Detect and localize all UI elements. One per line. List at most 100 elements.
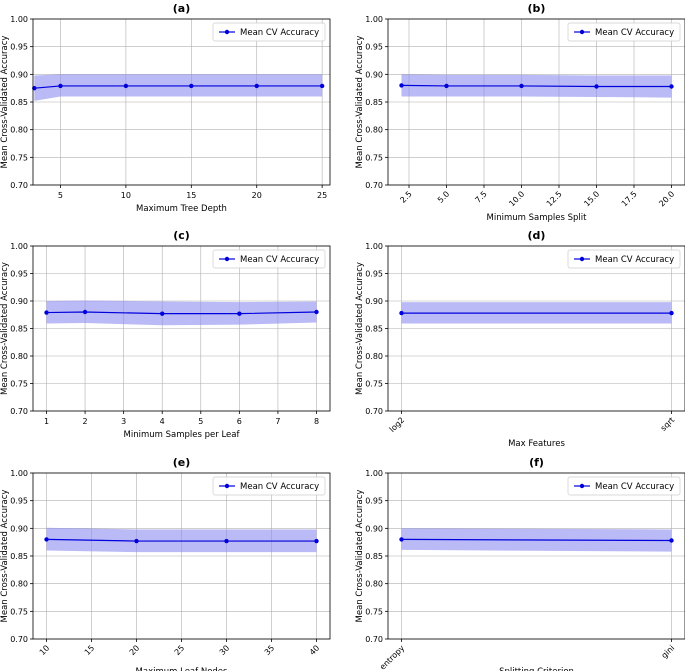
x-tick-label: 8	[314, 417, 319, 426]
y-tick-label: 0.95	[365, 497, 383, 506]
panel-title: (b)	[528, 2, 546, 15]
y-axis-label: Mean Cross-Validated Accuracy	[355, 262, 365, 395]
data-point	[669, 310, 674, 316]
data-point	[237, 311, 242, 316]
x-tick-label: 5.0	[436, 189, 451, 204]
data-point	[669, 84, 674, 89]
y-tick-label: 0.70	[365, 635, 383, 644]
x-axis-label: Minimum Samples per Leaf	[124, 430, 241, 440]
legend-label: Mean CV Accuracy	[595, 28, 674, 38]
y-tick-label: 0.75	[10, 153, 28, 162]
axes-frame	[387, 245, 685, 412]
y-tick-label: 0.80	[365, 126, 383, 135]
axes-frame	[32, 245, 331, 412]
axes-frame	[32, 18, 331, 186]
x-axis-label: Maximum Leaf Nodes	[136, 667, 228, 671]
x-tick-label: 25	[173, 643, 187, 657]
x-tick-label: 5	[198, 417, 203, 426]
y-tick-label: 0.90	[10, 524, 28, 533]
y-axis-label: Mean Cross-Validated Accuracy	[0, 36, 10, 169]
y-tick-label: 0.90	[10, 70, 28, 79]
y-tick-label: 0.85	[365, 325, 383, 334]
y-tick-label: 0.80	[10, 352, 28, 361]
data-point	[82, 309, 88, 315]
panel-title: (e)	[173, 456, 191, 469]
x-tick-label: 35	[263, 643, 277, 657]
x-tick-label: 10	[38, 643, 52, 657]
legend-label: Mean CV Accuracy	[240, 255, 319, 265]
y-tick-label: 1.00	[365, 242, 383, 251]
x-tick-label: 7	[275, 417, 280, 426]
data-point	[594, 84, 599, 89]
std-band	[46, 300, 317, 326]
legend-label: Mean CV Accuracy	[240, 28, 319, 38]
data-point	[399, 310, 404, 316]
series-line	[34, 85, 323, 89]
panel-title: (f)	[529, 456, 544, 469]
legend	[567, 249, 681, 269]
data-point	[669, 538, 674, 543]
legend-marker	[224, 256, 230, 262]
data-point	[314, 309, 319, 315]
std-band	[46, 527, 317, 553]
y-tick-label: 0.90	[10, 297, 28, 306]
legend-marker	[224, 483, 230, 489]
y-tick-label: 0.75	[365, 153, 383, 162]
std-band	[34, 74, 323, 101]
x-tick-label: 6	[237, 417, 242, 426]
data-point	[444, 83, 449, 89]
x-tick-label: 30	[218, 643, 232, 657]
panel-e: (e) 0.70 0.75 0.80 0.85 0.90 0.95 1.00 10 15 20 25 3…	[0, 456, 331, 671]
panel-a: (a) 0.70 0.75 0.80 0.85 0.90 0.95 1.00 5 10 15 20 25…	[0, 2, 331, 214]
x-axis-label: Maximum Tree Depth	[136, 204, 227, 214]
y-tick-label: 0.90	[365, 297, 383, 306]
data-point	[44, 537, 49, 542]
data-point	[224, 538, 229, 544]
x-tick-label: 10	[121, 191, 131, 200]
x-tick-label: 20	[252, 191, 262, 200]
y-tick-label: 0.95	[365, 270, 383, 279]
y-tick-label: 1.00	[10, 469, 28, 478]
y-tick-label: 0.90	[365, 70, 383, 79]
x-tick-label: gini	[660, 643, 677, 660]
y-tick-label: 1.00	[10, 242, 28, 251]
data-point	[399, 537, 404, 542]
legend-marker	[579, 256, 585, 262]
x-tick-label: log2	[388, 415, 407, 434]
x-tick-label: 20.0	[657, 189, 676, 208]
y-axis-label: Mean Cross-Validated Accuracy	[0, 490, 10, 623]
y-tick-label: 0.85	[10, 98, 28, 107]
panel-title: (d)	[528, 229, 546, 242]
legend	[567, 22, 681, 42]
y-tick-label: 0.75	[10, 380, 28, 389]
series-line	[401, 538, 672, 542]
y-tick-label: 0.95	[365, 43, 383, 52]
panel-title: (a)	[173, 2, 190, 15]
x-tick-label: sqrt	[659, 415, 676, 432]
data-point	[44, 310, 49, 315]
data-point	[319, 83, 325, 89]
axes-frame	[387, 472, 685, 640]
y-axis-label: Mean Cross-Validated Accuracy	[0, 262, 10, 395]
x-tick-label: 17.5	[620, 189, 639, 208]
legend	[212, 476, 326, 496]
x-tick-label: 1	[44, 417, 49, 426]
series-line	[46, 538, 317, 542]
x-tick-label: 10.0	[507, 189, 526, 208]
y-tick-label: 0.85	[365, 552, 383, 561]
panel-d: (d) 0.70 0.75 0.80 0.85 0.90 0.95 1.00 log2 sqrt M…	[355, 229, 685, 449]
panel-f: (f) 0.70 0.75 0.80 0.85 0.90 0.95 1.00 entropy gi…	[355, 456, 685, 671]
x-tick-label: 25	[317, 191, 327, 200]
y-tick-label: 0.80	[365, 352, 383, 361]
y-tick-label: 0.75	[10, 607, 28, 616]
y-axis-label: Mean Cross-Validated Accuracy	[355, 490, 365, 623]
legend-marker	[579, 29, 585, 35]
y-tick-label: 1.00	[10, 15, 28, 24]
y-tick-label: 0.75	[365, 380, 383, 389]
y-tick-label: 0.85	[365, 98, 383, 107]
x-tick-label: 15	[186, 191, 196, 200]
y-tick-label: 0.95	[10, 270, 28, 279]
x-tick-label: 5	[58, 191, 63, 200]
data-point	[58, 83, 63, 89]
x-axis-label: Splitting Criterion	[499, 667, 574, 671]
